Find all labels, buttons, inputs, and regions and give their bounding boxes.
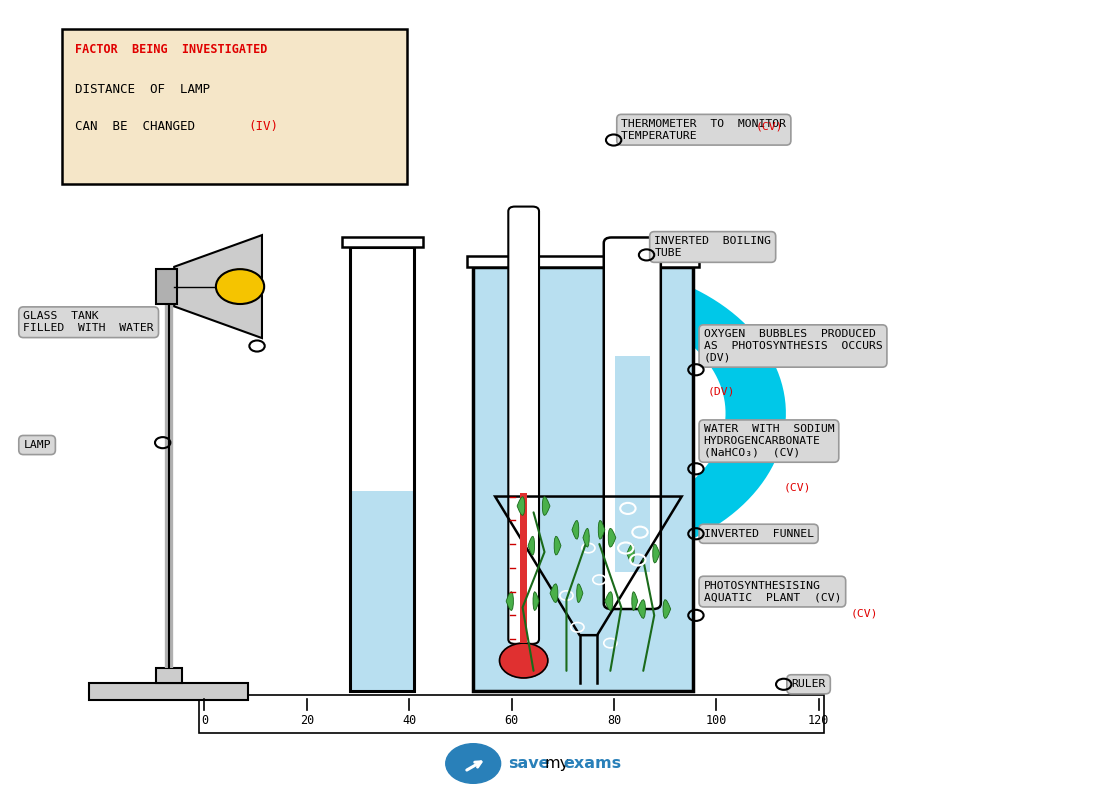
Text: 80: 80 bbox=[607, 715, 621, 727]
FancyBboxPatch shape bbox=[466, 256, 700, 267]
FancyBboxPatch shape bbox=[155, 669, 182, 683]
Polygon shape bbox=[605, 591, 613, 611]
Polygon shape bbox=[576, 584, 583, 603]
Circle shape bbox=[216, 270, 264, 304]
FancyBboxPatch shape bbox=[508, 207, 539, 644]
Polygon shape bbox=[528, 537, 535, 555]
FancyBboxPatch shape bbox=[520, 493, 527, 643]
Text: GLASS  TANK
FILLED  WITH  WATER: GLASS TANK FILLED WITH WATER bbox=[23, 312, 154, 333]
Text: save: save bbox=[508, 756, 550, 771]
Polygon shape bbox=[608, 529, 616, 547]
Circle shape bbox=[446, 743, 501, 783]
Text: (CV): (CV) bbox=[756, 122, 783, 131]
Polygon shape bbox=[174, 235, 262, 338]
Circle shape bbox=[499, 643, 548, 678]
Polygon shape bbox=[155, 270, 177, 304]
Text: RULER: RULER bbox=[791, 679, 826, 689]
FancyBboxPatch shape bbox=[350, 491, 414, 691]
Polygon shape bbox=[554, 537, 561, 555]
FancyBboxPatch shape bbox=[89, 683, 249, 700]
Polygon shape bbox=[627, 544, 635, 563]
Text: FACTOR  BEING  INVESTIGATED: FACTOR BEING INVESTIGATED bbox=[75, 44, 267, 56]
Text: DISTANCE  OF  LAMP: DISTANCE OF LAMP bbox=[75, 83, 210, 96]
Text: my: my bbox=[544, 756, 570, 771]
FancyBboxPatch shape bbox=[604, 238, 661, 609]
Polygon shape bbox=[559, 263, 785, 564]
Polygon shape bbox=[341, 238, 422, 247]
Text: INVERTED  BOILING
TUBE: INVERTED BOILING TUBE bbox=[654, 236, 771, 258]
FancyBboxPatch shape bbox=[199, 695, 824, 733]
FancyBboxPatch shape bbox=[615, 355, 650, 572]
Polygon shape bbox=[663, 599, 671, 619]
Text: 120: 120 bbox=[808, 715, 829, 727]
Polygon shape bbox=[638, 599, 646, 619]
Text: 40: 40 bbox=[403, 715, 416, 727]
Text: 0: 0 bbox=[201, 715, 208, 727]
Text: 60: 60 bbox=[505, 715, 519, 727]
Polygon shape bbox=[572, 521, 579, 539]
Text: 100: 100 bbox=[706, 715, 727, 727]
Text: THERMOMETER  TO  MONITOR
TEMPERATURE: THERMOMETER TO MONITOR TEMPERATURE bbox=[621, 119, 786, 141]
Polygon shape bbox=[631, 591, 638, 611]
Polygon shape bbox=[550, 584, 558, 603]
Text: (CV): (CV) bbox=[850, 609, 878, 619]
FancyBboxPatch shape bbox=[62, 29, 407, 184]
Polygon shape bbox=[583, 529, 590, 547]
Text: LAMP: LAMP bbox=[23, 440, 51, 450]
FancyBboxPatch shape bbox=[473, 267, 693, 691]
Polygon shape bbox=[598, 521, 605, 539]
Polygon shape bbox=[517, 497, 525, 515]
Text: INVERTED  FUNNEL: INVERTED FUNNEL bbox=[704, 529, 814, 539]
Text: CAN  BE  CHANGED: CAN BE CHANGED bbox=[75, 120, 202, 134]
Polygon shape bbox=[506, 591, 514, 611]
Text: (IV): (IV) bbox=[249, 120, 278, 134]
Text: exams: exams bbox=[563, 756, 622, 771]
Polygon shape bbox=[534, 591, 539, 611]
Polygon shape bbox=[652, 544, 660, 563]
Text: PHOTOSYNTHESISING
AQUATIC  PLANT  (CV): PHOTOSYNTHESISING AQUATIC PLANT (CV) bbox=[704, 581, 842, 603]
Text: 20: 20 bbox=[299, 715, 314, 727]
Text: (DV): (DV) bbox=[708, 386, 736, 396]
Text: (CV): (CV) bbox=[783, 482, 811, 492]
Text: WATER  WITH  SODIUM
HYDROGENCARBONATE
(NaHCO₃)  (CV): WATER WITH SODIUM HYDROGENCARBONATE (NaH… bbox=[704, 425, 834, 458]
Text: OXYGEN  BUBBLES  PRODUCED
AS  PHOTOSYNTHESIS  OCCURS
(DV): OXYGEN BUBBLES PRODUCED AS PHOTOSYNTHESI… bbox=[704, 329, 882, 363]
Polygon shape bbox=[542, 497, 550, 515]
